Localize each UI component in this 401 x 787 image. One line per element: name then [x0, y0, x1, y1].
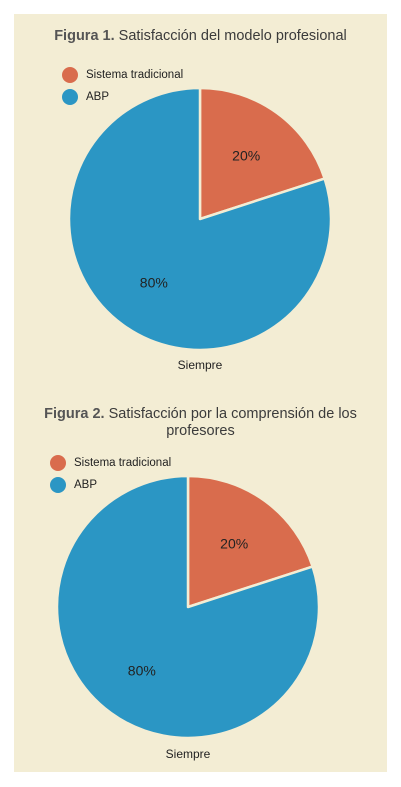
figure-1-category-label: Siempre: [177, 358, 223, 372]
figure-2-title-lead: Figura 2.: [44, 406, 105, 422]
legend-swatch-abp: [50, 477, 66, 493]
figure-1-title: Figura 1. Satisfacción del modelo profes…: [34, 28, 367, 45]
figure-2-title-text: Satisfacción por la comprensión de los p…: [108, 406, 357, 439]
legend-label-abp: ABP: [74, 479, 98, 491]
legend-label-traditional: Sistema tradicional: [86, 69, 184, 81]
pie-slice-abp: [55, 474, 321, 740]
pie-label-traditional: 20%: [232, 147, 260, 163]
figure-2-legend: Sistema tradicional ABP: [50, 452, 171, 496]
pie-label-abp: 80%: [140, 275, 168, 291]
legend-item-traditional: Sistema tradicional: [62, 64, 183, 86]
pie-label-traditional: 20%: [220, 535, 248, 551]
legend-label-traditional: Sistema tradicional: [74, 457, 172, 469]
legend-item-abp: ABP: [62, 86, 183, 108]
figure-panel: Figura 1. Satisfacción del modelo profes…: [14, 14, 387, 772]
pie-slice-traditional: [186, 474, 314, 609]
figure-2-pie-chart: 20% 80%: [55, 474, 321, 740]
figure-1-pie-chart: 20% 80%: [67, 86, 333, 352]
figure-1-title-text: Satisfacción del modelo profesional: [118, 28, 347, 44]
legend-item-abp: ABP: [50, 474, 171, 496]
legend-item-traditional: Sistema tradicional: [50, 452, 171, 474]
legend-swatch-abp: [62, 89, 78, 105]
pie-slice-abp: [67, 86, 333, 352]
figure-2-title: Figura 2. Satisfacción por la comprensió…: [34, 406, 367, 440]
legend-swatch-traditional: [62, 67, 78, 83]
figure-1-title-lead: Figura 1.: [54, 28, 115, 44]
figure-2-category-label: Siempre: [165, 747, 211, 761]
figure-1-legend: Sistema tradicional ABP: [62, 64, 183, 108]
pie-slice-traditional: [198, 86, 326, 221]
pie-label-abp: 80%: [128, 663, 156, 679]
legend-label-abp: ABP: [86, 91, 110, 103]
legend-swatch-traditional: [50, 455, 66, 471]
